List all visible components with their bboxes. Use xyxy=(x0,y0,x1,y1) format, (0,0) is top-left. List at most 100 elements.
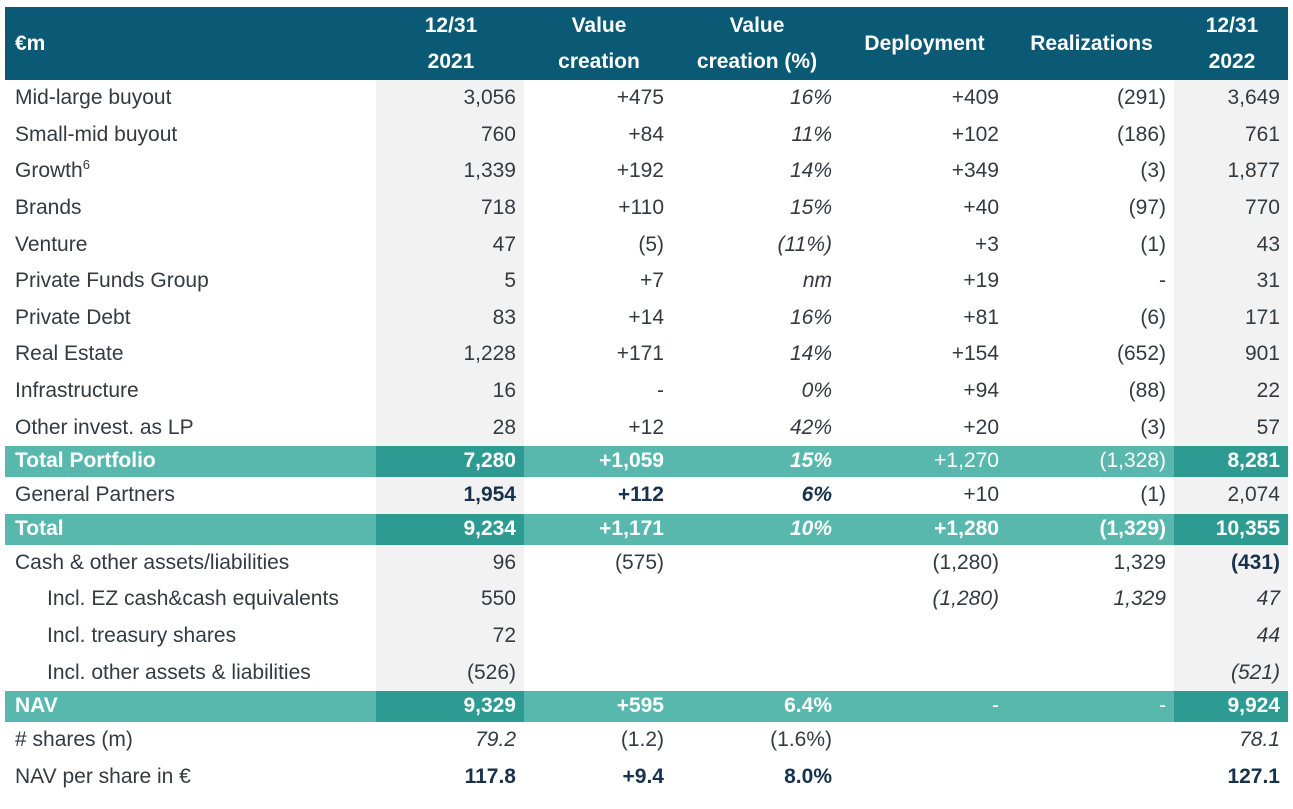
row-label: Mid-large buyout xyxy=(15,86,172,110)
row-label: Infrastructure xyxy=(15,379,139,403)
cell-2021: 5 xyxy=(376,262,524,300)
cell-2021: (526) xyxy=(376,654,524,691)
row-label: NAV per share in € xyxy=(15,764,191,788)
cell-2022: (521) xyxy=(1174,654,1288,691)
cell-2022: 10,355 xyxy=(1174,513,1288,545)
cell-value-creation-pct: (1.6%) xyxy=(770,728,832,752)
row-label: Total Portfolio xyxy=(5,445,376,477)
cell-value-creation: +475 xyxy=(616,86,664,110)
cell-realizations: (186) xyxy=(1116,122,1166,146)
row-label: # shares (m) xyxy=(15,728,133,752)
cell-value-creation-pct: 16% xyxy=(789,305,832,329)
cell-2021: 79.2 xyxy=(475,728,516,752)
cell-deployment xyxy=(840,654,1007,691)
cell-2021: 117.8 xyxy=(464,764,516,788)
cell-2021: 9,329 xyxy=(376,690,524,722)
cell-2021: 550 xyxy=(376,581,524,618)
row-label: Private Funds Group xyxy=(15,269,209,293)
cell-realizations: (1,328) xyxy=(1007,445,1174,477)
cell-deployment xyxy=(840,759,1007,796)
cell-2022: 43 xyxy=(1174,226,1288,263)
cell-2021: 47 xyxy=(376,226,524,263)
table-row-other-invest-lp: Other invest. as LP 28 +12 42% +20 (3) 5… xyxy=(5,409,1288,446)
cell-2022: 171 xyxy=(1174,299,1288,337)
cell-deployment: +94 xyxy=(963,379,999,403)
cell-value-creation-pct: 0% xyxy=(801,379,832,403)
cell-2022: 1,877 xyxy=(1174,153,1288,190)
cell-2022: 78.1 xyxy=(1239,728,1280,752)
table-row-shares: # shares (m) 79.2 (1.2) (1.6%) 78.1 xyxy=(5,722,1288,759)
table-row-incl-other: Incl. other assets & liabilities (526) (… xyxy=(5,654,1288,691)
cell-deployment xyxy=(840,618,1007,655)
nav-bridge-table: €m 12/31 2021 Value creation Value creation… xyxy=(5,7,1288,795)
cell-deployment: (1,280) xyxy=(932,587,999,611)
cell-value-creation-pct: 42% xyxy=(789,415,832,439)
cell-2022: 47 xyxy=(1174,581,1288,618)
cell-value-creation: +110 xyxy=(618,196,664,220)
cell-value-creation: +12 xyxy=(628,415,664,439)
cell-deployment: +1,270 xyxy=(840,445,1007,477)
cell-value-creation-pct xyxy=(672,545,840,582)
cell-value-creation: (575) xyxy=(614,550,664,574)
cell-2021: 83 xyxy=(376,299,524,337)
row-label: Real Estate xyxy=(15,342,124,366)
table-row-general-partners: General Partners 1,954 +112 6% +10 (1) 2… xyxy=(5,476,1288,514)
row-label: General Partners xyxy=(15,483,175,507)
cell-deployment: +40 xyxy=(963,196,999,220)
cell-2021: 72 xyxy=(376,617,524,655)
table-row-brands: Brands 718 +110 15% +40 (97) 770 xyxy=(5,189,1288,227)
row-label: Incl. EZ cash&cash equivalents xyxy=(47,587,339,611)
cell-2022: 901 xyxy=(1174,336,1288,373)
row-label: Private Debt xyxy=(15,305,131,329)
cell-2022: 22 xyxy=(1174,372,1288,410)
cell-realizations: (3) xyxy=(1140,415,1166,439)
header-realizations: Realizations xyxy=(1007,7,1174,80)
cell-deployment: (1,280) xyxy=(932,550,999,574)
cell-realizations: - xyxy=(1159,269,1166,293)
cell-2022: 8,281 xyxy=(1174,445,1288,477)
cell-2022: 761 xyxy=(1174,116,1288,154)
cell-deployment: - xyxy=(840,690,1007,722)
cell-realizations xyxy=(1007,618,1174,655)
table-row-incl-treasury: Incl. treasury shares 72 44 xyxy=(5,617,1288,655)
cell-deployment xyxy=(840,722,1007,759)
cell-realizations: (3) xyxy=(1140,159,1166,183)
cell-value-creation-pct: 15% xyxy=(789,196,832,220)
cell-deployment: +20 xyxy=(963,415,999,439)
row-label: Incl. treasury shares xyxy=(47,624,237,648)
cell-value-creation: (5) xyxy=(638,232,664,256)
cell-2021: 96 xyxy=(376,544,524,582)
table-row-total: Total 9,234 +1,171 10% +1,280 (1,329) 10… xyxy=(5,513,1288,545)
cell-2022: 3,649 xyxy=(1174,80,1288,117)
header-unit: €m xyxy=(5,7,376,80)
cell-2021: 1,954 xyxy=(376,476,524,514)
cell-realizations: (652) xyxy=(1116,342,1166,366)
cell-2022: 9,924 xyxy=(1174,690,1288,722)
table-row-total-portfolio: Total Portfolio 7,280 +1,059 15% +1,270 … xyxy=(5,445,1288,477)
cell-value-creation-pct xyxy=(672,618,840,655)
cell-value-creation: - xyxy=(657,379,664,403)
cell-value-creation: +171 xyxy=(616,342,664,366)
cell-deployment: +409 xyxy=(951,86,999,110)
cell-deployment: +19 xyxy=(963,269,999,293)
row-label-text: Growth xyxy=(15,159,83,183)
cell-realizations: (1) xyxy=(1140,232,1166,256)
cell-value-creation-pct xyxy=(672,654,840,691)
cell-value-creation-pct: 6% xyxy=(801,483,832,507)
cell-value-creation: +14 xyxy=(628,305,664,329)
cell-value-creation: (1.2) xyxy=(620,728,664,752)
cell-value-creation-pct: (11%) xyxy=(777,232,832,256)
cell-realizations: (6) xyxy=(1140,305,1166,329)
cell-2021: 760 xyxy=(376,116,524,154)
cell-value-creation: +1,059 xyxy=(524,445,672,477)
cell-realizations: 1,329 xyxy=(1113,550,1166,574)
cell-realizations: (88) xyxy=(1128,379,1166,403)
cell-value-creation: +9.4 xyxy=(622,764,664,788)
cell-realizations: (97) xyxy=(1128,196,1166,220)
table-row-private-funds-group: Private Funds Group 5 +7 nm +19 - 31 xyxy=(5,262,1288,300)
row-label: Total xyxy=(5,513,376,545)
cell-2022: (431) xyxy=(1174,544,1288,582)
header-value-creation: Value creation xyxy=(524,7,672,80)
cell-value-creation: +7 xyxy=(640,269,664,293)
cell-value-creation: +1,171 xyxy=(524,513,672,545)
